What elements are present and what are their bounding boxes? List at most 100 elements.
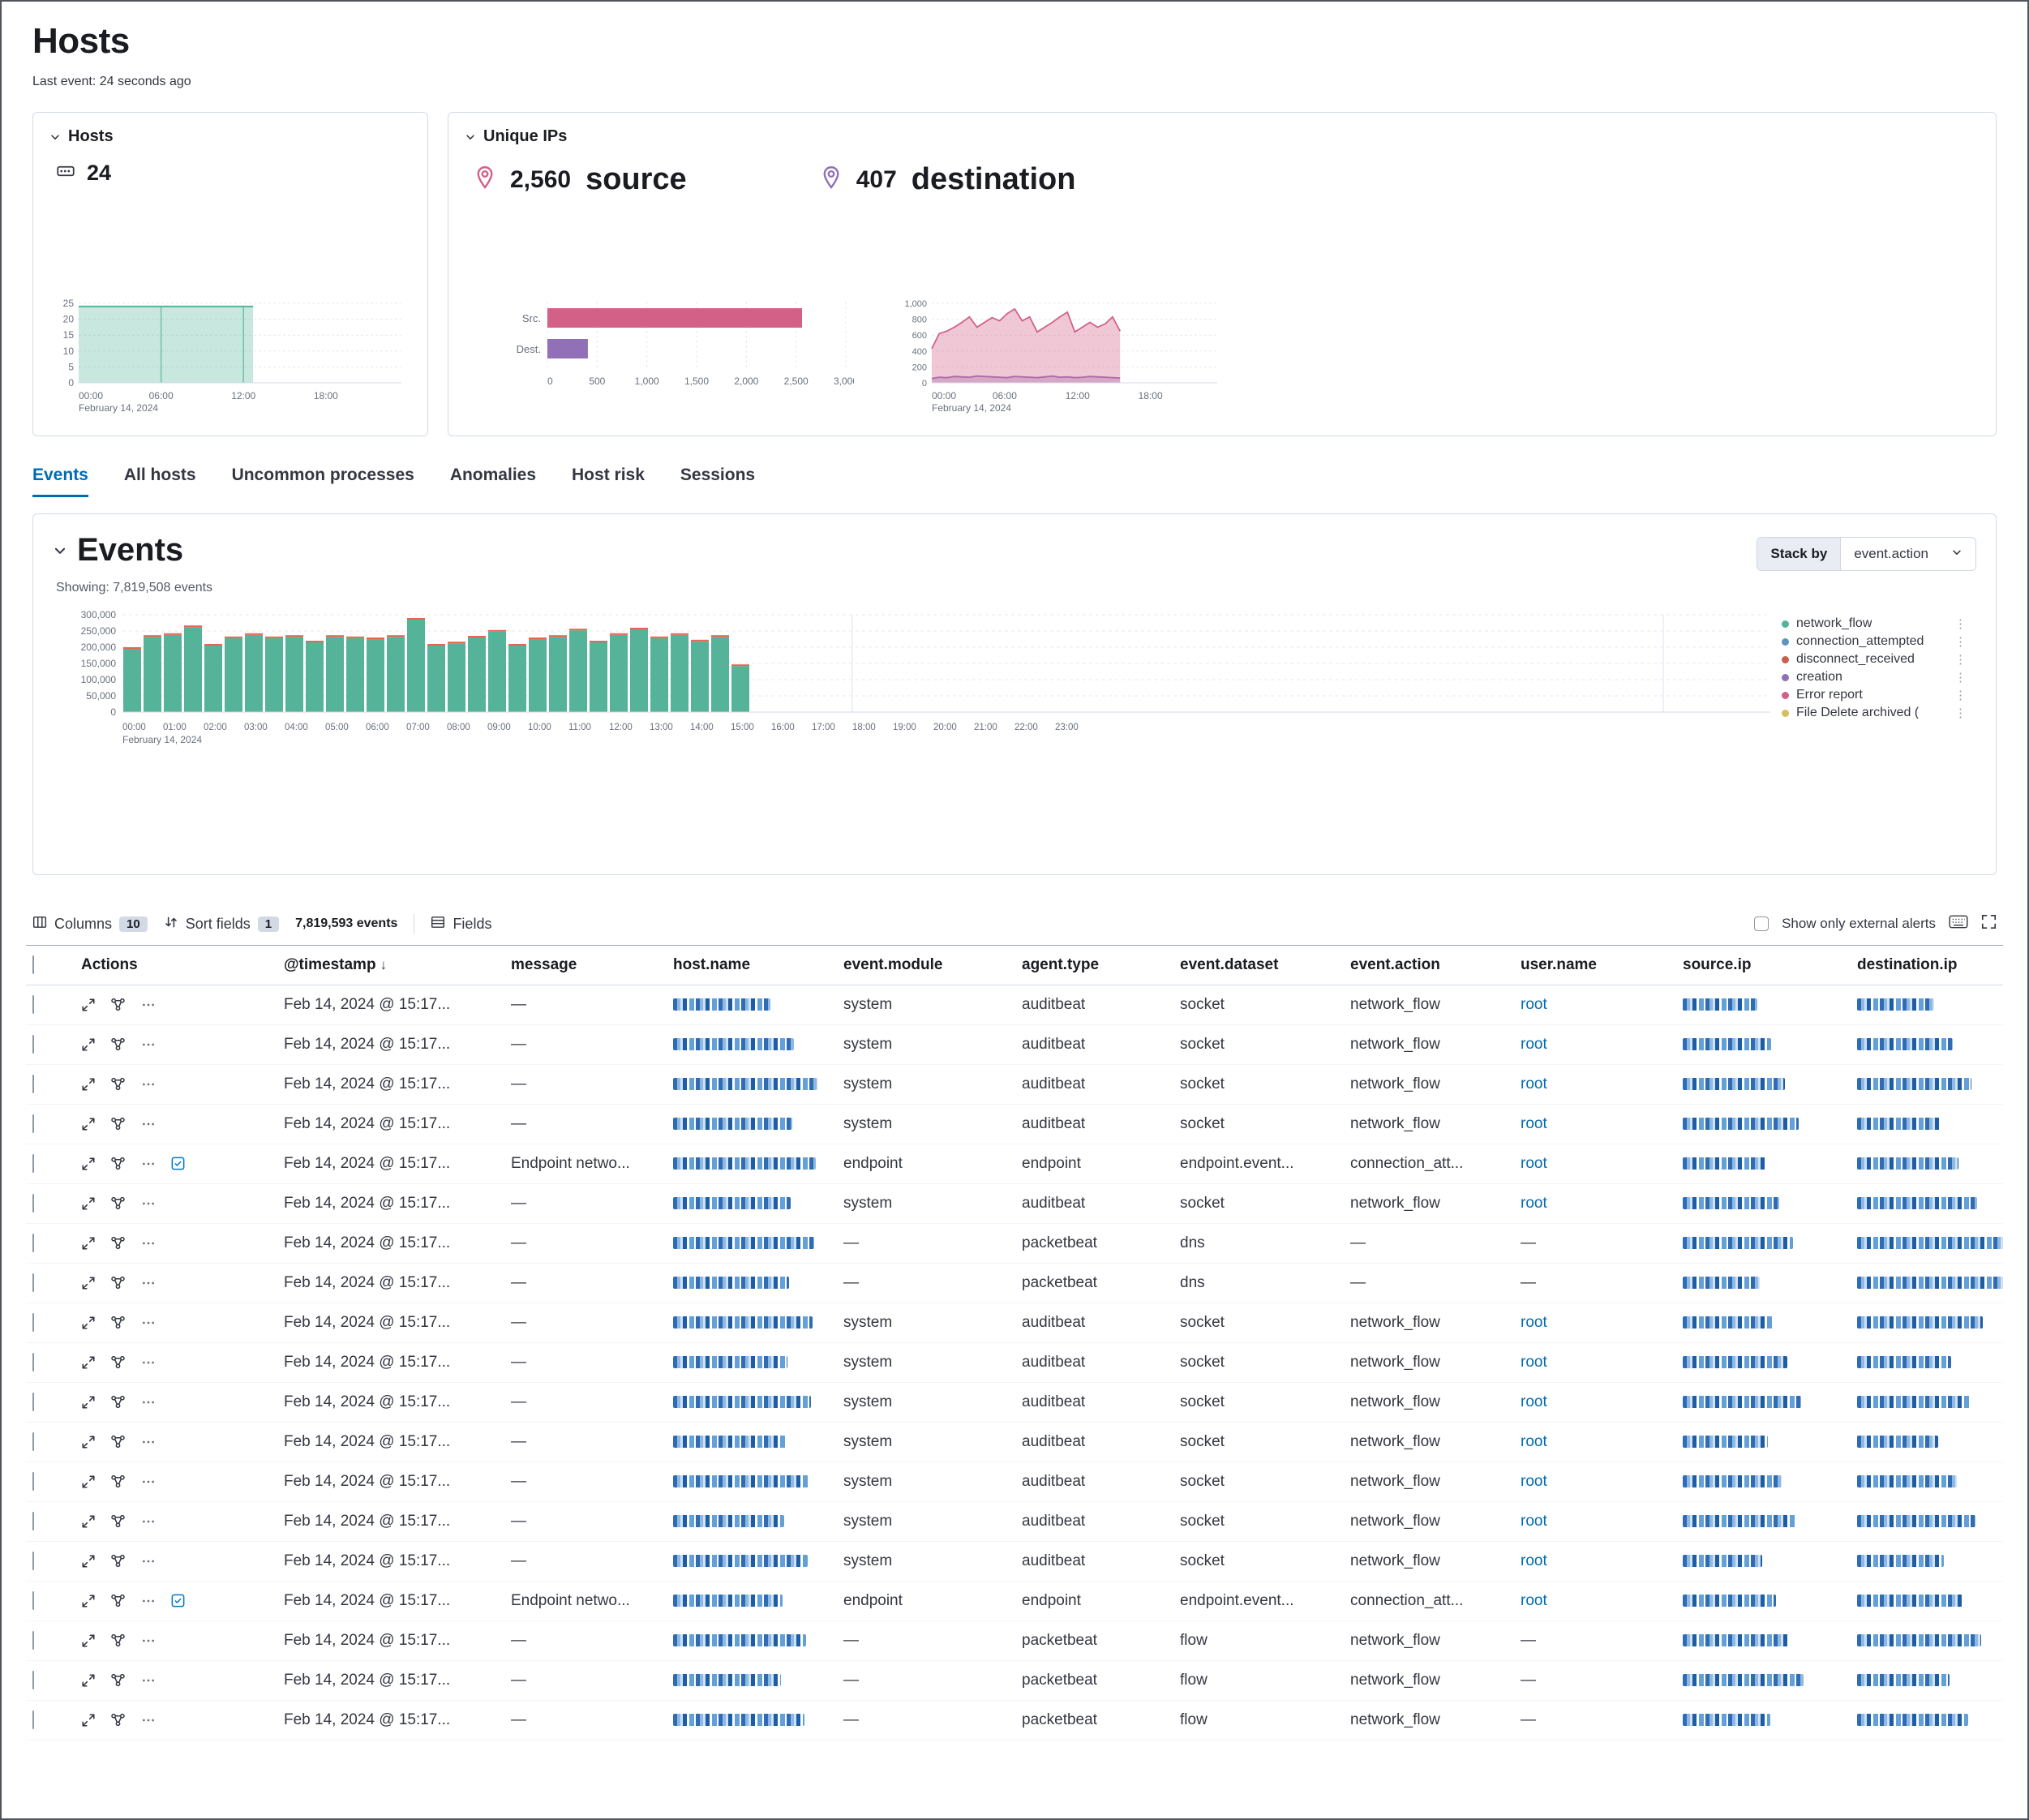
user-name-link[interactable]: root — [1514, 1064, 1676, 1105]
destination-ip-redacted[interactable] — [1857, 1237, 2003, 1250]
row-checkbox[interactable] — [32, 1154, 34, 1173]
source-ip-redacted[interactable] — [1683, 1475, 1782, 1488]
row-checkbox[interactable] — [32, 1234, 34, 1252]
destination-ip-redacted[interactable] — [1857, 1078, 1971, 1091]
legend-more-icon[interactable]: ⋮ — [1954, 671, 1967, 685]
expand-event-icon[interactable] — [81, 1316, 96, 1330]
more-actions-icon[interactable] — [141, 1355, 156, 1370]
timestamp-cell[interactable]: Feb 14, 2024 @ 15:17... — [277, 985, 504, 1025]
source-ip-redacted[interactable] — [1683, 1515, 1795, 1528]
destination-ip-redacted[interactable] — [1857, 1277, 2003, 1290]
user-name-link[interactable]: root — [1514, 1144, 1676, 1184]
destination-ip-redacted[interactable] — [1857, 1714, 1968, 1727]
host-name-redacted[interactable] — [673, 1038, 794, 1051]
source-ip-redacted[interactable] — [1683, 1118, 1799, 1131]
timestamp-cell[interactable]: Feb 14, 2024 @ 15:17... — [277, 1581, 504, 1621]
header-event-dataset[interactable]: event.dataset — [1173, 945, 1344, 985]
row-checkbox[interactable] — [32, 1711, 34, 1729]
expand-event-icon[interactable] — [81, 1594, 96, 1608]
user-name-link[interactable]: root — [1514, 1104, 1676, 1144]
user-name-link[interactable]: root — [1514, 1382, 1676, 1423]
more-actions-icon[interactable] — [141, 1514, 156, 1529]
user-name-link[interactable]: root — [1514, 1024, 1676, 1065]
row-checkbox[interactable] — [32, 1273, 34, 1292]
host-name-redacted[interactable] — [673, 1237, 814, 1250]
host-name-redacted[interactable] — [673, 1595, 783, 1608]
analyze-event-icon[interactable] — [110, 997, 126, 1012]
source-ip-redacted[interactable] — [1683, 1237, 1793, 1250]
tab-sessions[interactable]: Sessions — [680, 466, 756, 484]
host-name-redacted[interactable] — [673, 1634, 806, 1647]
destination-ip-redacted[interactable] — [1857, 1197, 1977, 1210]
more-actions-icon[interactable] — [141, 1435, 156, 1449]
expand-event-icon[interactable] — [81, 1037, 96, 1052]
row-checkbox[interactable] — [32, 1075, 34, 1093]
tab-all-hosts[interactable]: All hosts — [123, 466, 196, 484]
tab-host-risk[interactable]: Host risk — [572, 466, 645, 484]
source-ip-redacted[interactable] — [1683, 1436, 1768, 1449]
source-ip-redacted[interactable] — [1683, 1674, 1804, 1687]
timestamp-cell[interactable]: Feb 14, 2024 @ 15:17... — [277, 1382, 504, 1423]
stack-by-select[interactable]: event.action — [1841, 538, 1975, 570]
more-actions-icon[interactable] — [141, 1196, 156, 1211]
host-name-redacted[interactable] — [673, 1316, 813, 1329]
fields-button[interactable]: Fields — [431, 915, 491, 934]
select-all-checkbox[interactable] — [32, 955, 34, 974]
host-name-redacted[interactable] — [673, 1197, 791, 1210]
timestamp-cell[interactable]: Feb 14, 2024 @ 15:17... — [277, 1064, 504, 1105]
row-checkbox[interactable] — [32, 1194, 34, 1213]
expand-event-icon[interactable] — [81, 1514, 96, 1529]
source-ip-redacted[interactable] — [1683, 1277, 1760, 1290]
tab-events[interactable]: Events — [32, 466, 88, 497]
keyboard-shortcuts-icon[interactable] — [1949, 914, 1968, 934]
host-name-redacted[interactable] — [673, 1078, 817, 1091]
host-name-redacted[interactable] — [673, 1436, 786, 1449]
timestamp-cell[interactable]: Feb 14, 2024 @ 15:17... — [277, 1501, 504, 1542]
source-ip-redacted[interactable] — [1683, 1356, 1787, 1369]
timestamp-cell[interactable]: Feb 14, 2024 @ 15:17... — [277, 1422, 504, 1462]
row-checkbox[interactable] — [32, 1472, 34, 1491]
expand-event-icon[interactable] — [81, 1077, 96, 1092]
more-actions-icon[interactable] — [141, 1037, 156, 1052]
analyze-event-icon[interactable] — [110, 1474, 126, 1489]
expand-event-icon[interactable] — [81, 1713, 96, 1728]
more-actions-icon[interactable] — [141, 1077, 156, 1092]
host-name-redacted[interactable] — [673, 1157, 816, 1170]
destination-ip-redacted[interactable] — [1857, 1038, 1953, 1051]
expand-event-icon[interactable] — [81, 1157, 96, 1171]
timestamp-cell[interactable]: Feb 14, 2024 @ 15:17... — [277, 1263, 504, 1303]
header-user-name[interactable]: user.name — [1514, 945, 1676, 985]
more-actions-icon[interactable] — [141, 1633, 156, 1648]
header-source-ip[interactable]: source.ip — [1676, 945, 1851, 985]
header-destination-ip[interactable]: destination.ip — [1851, 945, 2003, 985]
more-actions-icon[interactable] — [141, 1594, 156, 1608]
analyze-event-icon[interactable] — [110, 1275, 126, 1290]
analyze-event-icon[interactable] — [110, 1593, 126, 1608]
user-name-link[interactable]: root — [1514, 1501, 1676, 1542]
legend-more-icon[interactable]: ⋮ — [1954, 689, 1967, 702]
destination-ip-redacted[interactable] — [1857, 1555, 1944, 1568]
host-name-redacted[interactable] — [673, 1118, 792, 1131]
user-name-link[interactable]: root — [1514, 1303, 1676, 1343]
row-checkbox[interactable] — [32, 1432, 34, 1451]
host-name-redacted[interactable] — [673, 1515, 784, 1528]
row-checkbox[interactable] — [32, 1591, 34, 1610]
timestamp-cell[interactable]: Feb 14, 2024 @ 15:17... — [277, 1700, 504, 1741]
timestamp-cell[interactable]: Feb 14, 2024 @ 15:17... — [277, 1144, 504, 1184]
source-ip-redacted[interactable] — [1683, 1197, 1779, 1210]
legend-more-icon[interactable]: ⋮ — [1954, 653, 1967, 667]
destination-ip-redacted[interactable] — [1857, 1396, 1970, 1409]
expand-event-icon[interactable] — [81, 1673, 96, 1688]
user-name-link[interactable]: root — [1514, 1541, 1676, 1582]
source-ip-redacted[interactable] — [1683, 1634, 1790, 1647]
header-event-module[interactable]: event.module — [837, 945, 1015, 985]
more-actions-icon[interactable] — [141, 1395, 156, 1410]
expand-event-icon[interactable] — [81, 1196, 96, 1211]
chevron-down-icon[interactable] — [53, 543, 67, 558]
expand-event-icon[interactable] — [81, 998, 96, 1012]
timestamp-cell[interactable]: Feb 14, 2024 @ 15:17... — [277, 1541, 504, 1582]
header-timestamp[interactable]: @timestamp ↓ — [277, 945, 504, 985]
expand-event-icon[interactable] — [81, 1276, 96, 1290]
legend-item[interactable]: Error report ⋮ — [1782, 686, 1967, 704]
destination-ip-redacted[interactable] — [1857, 1157, 1958, 1170]
